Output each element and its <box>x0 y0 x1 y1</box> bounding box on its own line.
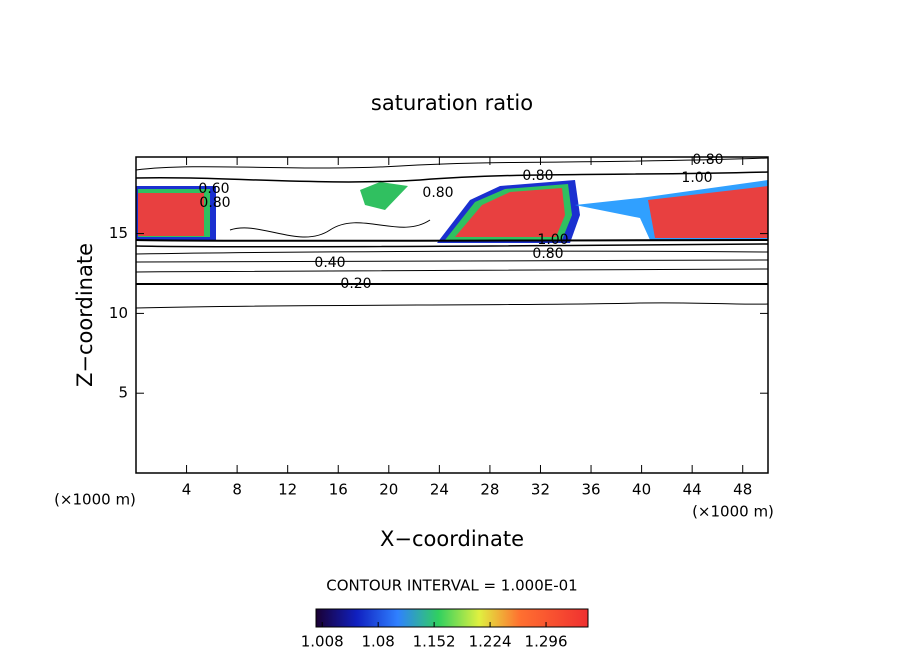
contour-label: 1.00 <box>681 170 712 186</box>
x-axis-label: X−coordinate <box>380 527 524 551</box>
x-tick-label: 40 <box>632 481 651 499</box>
x-tick-label: 4 <box>182 481 192 499</box>
contour-interval: CONTOUR INTERVAL = 1.000E-01 <box>326 577 577 595</box>
x-tick-label: 16 <box>329 481 348 499</box>
contour-label: 0.80 <box>522 168 553 184</box>
x-tick-label: 48 <box>733 481 752 499</box>
x-tick-label: 12 <box>278 481 297 499</box>
contour-label: 0.20 <box>340 276 371 292</box>
x-tick-label: 8 <box>232 481 242 499</box>
contour-label: 0.40 <box>314 255 345 271</box>
plot-frame <box>135 156 769 474</box>
contour-label: 0.80 <box>532 246 563 262</box>
colorbar-tick-label: 1.08 <box>361 633 394 651</box>
contour-lines <box>135 157 769 309</box>
contour-label: 0.60 <box>198 181 229 197</box>
filled-regions <box>136 180 768 243</box>
contour-label: 1.00 <box>537 232 568 248</box>
y-tick-label: 15 <box>109 224 128 242</box>
x-tick-label: 28 <box>480 481 499 499</box>
y-tick-label: 5 <box>118 384 128 402</box>
x-tick-label: 36 <box>581 481 600 499</box>
y-axis-label: Z−coordinate <box>73 243 97 387</box>
y-unit: (×1000 m) <box>54 491 136 509</box>
colorbar-tick-label: 1.152 <box>413 633 456 651</box>
contour-label: 0.80 <box>199 195 230 211</box>
x-tick-label: 44 <box>683 481 702 499</box>
x-unit: (×1000 m) <box>692 503 774 521</box>
colorbar-tick-label: 1.224 <box>469 633 512 651</box>
contour-label: 0.80 <box>692 152 723 168</box>
x-tick-label: 20 <box>379 481 398 499</box>
chart-title: saturation ratio <box>371 91 533 115</box>
colorbar-tick-label: 1.296 <box>525 633 568 651</box>
contour-label: 0.80 <box>422 185 453 201</box>
x-tick-label: 32 <box>531 481 550 499</box>
colorbar <box>315 608 589 628</box>
colorbar-tick-label: 1.008 <box>301 633 344 651</box>
y-tick-label: 10 <box>109 304 128 322</box>
x-tick-label: 24 <box>430 481 449 499</box>
